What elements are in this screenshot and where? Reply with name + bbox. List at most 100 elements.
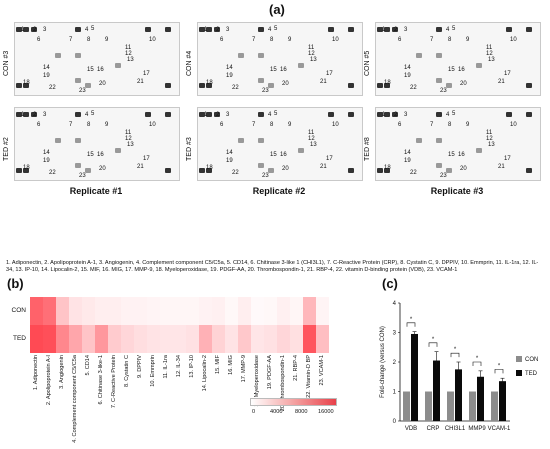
heatmap-column-label: 5. CD14 (85, 355, 91, 376)
blot-spot (258, 53, 264, 58)
blot-spot (23, 168, 29, 173)
blot-spot (348, 83, 354, 88)
spot-number: 5 (452, 26, 456, 32)
blot-spot (214, 27, 220, 32)
blot-spot (436, 53, 442, 58)
spot-number: 23 (262, 173, 269, 179)
significance-star: * (498, 363, 501, 369)
spot-number: 6 (37, 37, 41, 43)
significance-star: * (454, 347, 457, 353)
spot-number: 4 (85, 112, 89, 118)
spot-number: 22 (410, 170, 417, 176)
blot-spot (268, 83, 274, 88)
blot-spot (377, 168, 383, 173)
blot-row-label: CON #4 (186, 50, 193, 76)
blot-spot (348, 27, 354, 32)
spot-number: 16 (97, 67, 104, 73)
spot-number: 5 (91, 111, 95, 117)
blot-spot (436, 112, 442, 117)
heatmap-cell (212, 325, 225, 353)
y-tick-label: 2 (393, 360, 397, 366)
spot-number: 11 (486, 45, 493, 51)
spot-number: 8 (270, 122, 274, 128)
blot-image: 1 2 3 4 5 6 7 8 9 10 11 12 13 14 15 16 17 18 19 20 21 22 23 (14, 22, 180, 96)
significance-star: * (432, 337, 435, 343)
heatmap-column-label: 10. Emmprin (150, 355, 156, 387)
spot-number: 2 (33, 112, 37, 118)
blot-spot (206, 112, 212, 117)
heatmap-cell (212, 297, 225, 325)
heatmap-column-label: 11. IL-1ra (163, 355, 169, 379)
spot-number: 16 (280, 152, 287, 158)
spot-number: 22 (410, 85, 417, 91)
heatmap-column-label: 15. MIF (215, 355, 221, 374)
blot-spot (506, 27, 512, 32)
blot-spot (75, 163, 81, 168)
spot-number: 14 (226, 150, 233, 156)
blot-spot (206, 83, 212, 88)
blot-spot (23, 27, 29, 32)
blot-spot (258, 163, 264, 168)
spot-number: 4 (446, 27, 450, 33)
spot-number: 13 (310, 142, 317, 148)
spot-number: 11 (125, 45, 132, 51)
blot-spot (416, 138, 422, 143)
blot-spot (392, 27, 398, 32)
spot-number: 7 (252, 122, 256, 128)
spot-number: 6 (398, 37, 402, 43)
bar-ted (455, 369, 462, 421)
spot-number: 10 (332, 37, 339, 43)
blot-spot (165, 83, 171, 88)
heatmap-column-label: 16. MIG (228, 355, 234, 375)
blot-spot (526, 83, 532, 88)
heatmap-cell (134, 297, 147, 325)
blot-spot (268, 168, 274, 173)
spot-number: 14 (43, 150, 50, 156)
heatmap-cell (186, 297, 199, 325)
heatmap-cell (95, 297, 108, 325)
blot-spot (31, 27, 37, 32)
legend-text: 1. Adiponectin, 2. Apolipoprotein A-1, 3… (6, 260, 539, 274)
blot-spot (23, 112, 29, 117)
heatmap-cell (251, 297, 264, 325)
heatmap-cell (238, 325, 251, 353)
blot-spot (526, 27, 532, 32)
blot-spot (298, 148, 304, 153)
colorbar-tick-label: 4000 (270, 409, 283, 415)
spot-number: 7 (69, 37, 73, 43)
heatmap-cell (290, 297, 303, 325)
spot-number: 9 (105, 37, 109, 43)
heatmap-cell (264, 297, 277, 325)
blot-spot (16, 168, 22, 173)
heatmap-column-label: 13. IP-10 (189, 355, 195, 378)
spot-number: 10 (510, 122, 517, 128)
spot-number: 23 (440, 88, 447, 94)
blot-spot (348, 112, 354, 117)
spot-number: 19 (226, 73, 233, 79)
heatmap-cell (264, 325, 277, 353)
x-tick-label: CRP (427, 426, 440, 432)
x-tick-label: VCAM-1 (488, 426, 511, 432)
spot-number: 9 (288, 122, 292, 128)
spot-number: 21 (320, 79, 327, 85)
panel-label-a: (a) (269, 2, 285, 17)
spot-number: 9 (466, 122, 470, 128)
spot-number: 17 (326, 71, 333, 77)
heatmap-cell (160, 325, 173, 353)
blot-spot (206, 27, 212, 32)
spot-number: 23 (79, 173, 86, 179)
bar-ted (477, 376, 484, 421)
blot-row-label: TED #2 (3, 137, 10, 161)
heatmap-cell (277, 297, 290, 325)
blot-spot (16, 27, 22, 32)
blot-spot (199, 83, 205, 88)
heatmap-cell (173, 325, 186, 353)
spot-number: 1 (204, 27, 208, 33)
colorbar-tick-label: 8000 (295, 409, 308, 415)
blot-row-label: CON #3 (3, 50, 10, 76)
blot-spot (165, 27, 171, 32)
blot-spot (165, 168, 171, 173)
spot-number: 18 (23, 165, 30, 171)
spot-number: 17 (326, 156, 333, 162)
spot-number: 23 (262, 88, 269, 94)
